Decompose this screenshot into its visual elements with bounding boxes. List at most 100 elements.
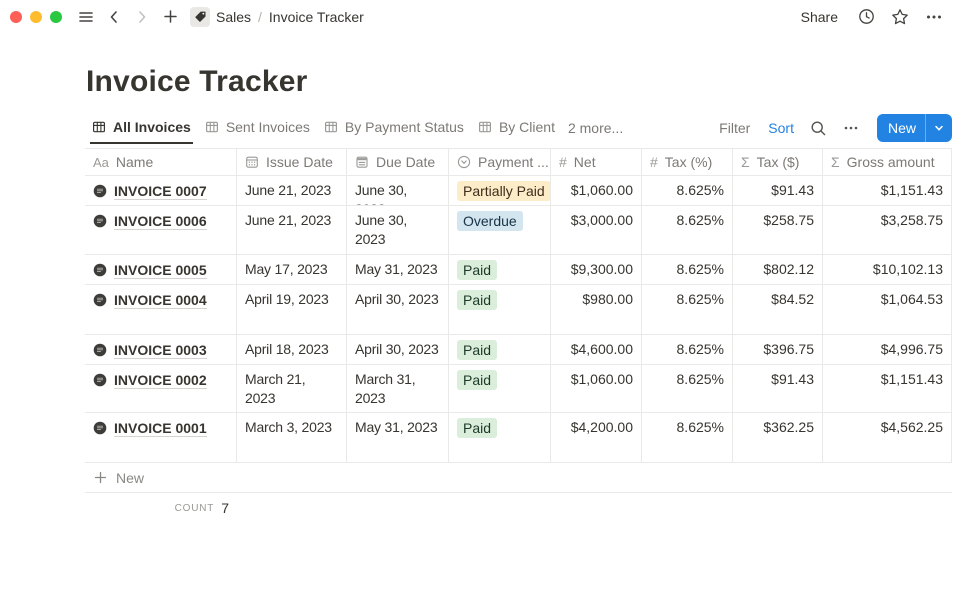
cell-tax-pct[interactable]: 8.625% bbox=[642, 285, 733, 335]
search-icon[interactable] bbox=[807, 116, 831, 140]
cell-payment-status[interactable]: Paid bbox=[449, 335, 551, 365]
column-header-tax-usd[interactable]: Σ Tax ($) bbox=[733, 149, 823, 176]
cell-due-date[interactable]: April 30, 2023 bbox=[347, 335, 449, 365]
status-chip[interactable]: Paid bbox=[457, 260, 498, 280]
cell-tax-usd[interactable]: $362.25 bbox=[733, 413, 823, 463]
filter-button[interactable]: Filter bbox=[719, 120, 751, 136]
cell-gross[interactable]: $1,151.43 bbox=[823, 176, 952, 206]
new-page-plus-icon[interactable] bbox=[158, 5, 182, 29]
cell-net[interactable]: $9,300.00 bbox=[551, 255, 642, 285]
more-options-icon[interactable] bbox=[922, 5, 946, 29]
share-button[interactable]: Share bbox=[800, 8, 838, 25]
cell-net[interactable]: $1,060.00 bbox=[551, 365, 642, 413]
invoice-page-link[interactable]: INVOICE 0001 bbox=[114, 420, 207, 437]
cell-due-date[interactable]: June 30, 2023 bbox=[347, 206, 449, 255]
column-header-issue-date[interactable]: Issue Date bbox=[237, 149, 347, 176]
cell-name[interactable]: INVOICE 0005 bbox=[85, 255, 237, 285]
cell-gross[interactable]: $1,064.53 bbox=[823, 285, 952, 335]
breadcrumb-page[interactable]: Invoice Tracker bbox=[268, 8, 364, 25]
cell-tax-usd[interactable]: $802.12 bbox=[733, 255, 823, 285]
view-tab[interactable]: Sent Invoices bbox=[198, 112, 317, 144]
cell-tax-pct[interactable]: 8.625% bbox=[642, 255, 733, 285]
column-header-payment-status[interactable]: Payment ... bbox=[449, 149, 551, 176]
cell-name[interactable]: INVOICE 0002 bbox=[85, 365, 237, 413]
cell-due-date[interactable]: June 30, 2023 bbox=[347, 176, 449, 206]
cell-tax-usd[interactable]: $91.43 bbox=[733, 365, 823, 413]
cell-tax-usd[interactable]: $396.75 bbox=[733, 335, 823, 365]
cell-due-date[interactable]: March 31, 2023 bbox=[347, 365, 449, 413]
cell-payment-status[interactable]: Paid bbox=[449, 285, 551, 335]
invoice-page-link[interactable]: INVOICE 0007 bbox=[114, 183, 207, 200]
sidebar-menu-icon[interactable] bbox=[74, 5, 98, 29]
cell-payment-status[interactable]: Paid bbox=[449, 413, 551, 463]
zoom-window-icon[interactable] bbox=[50, 10, 62, 23]
history-clock-icon[interactable] bbox=[854, 5, 878, 29]
column-header-tax-pct[interactable]: # Tax (%) bbox=[642, 149, 733, 176]
add-row-button[interactable]: New bbox=[85, 463, 952, 493]
cell-tax-pct[interactable]: 8.625% bbox=[642, 365, 733, 413]
status-chip[interactable]: Paid bbox=[457, 290, 498, 310]
cell-issue-date[interactable]: May 17, 2023 bbox=[237, 255, 347, 285]
favorite-star-icon[interactable] bbox=[888, 5, 912, 29]
cell-payment-status[interactable]: Partially Paid bbox=[449, 176, 551, 206]
column-header-gross-amount[interactable]: Σ Gross amount bbox=[823, 149, 952, 176]
cell-gross[interactable]: $10,102.13 bbox=[823, 255, 952, 285]
minimize-window-icon[interactable] bbox=[30, 10, 42, 23]
forward-chevron-icon[interactable] bbox=[130, 5, 154, 29]
cell-name[interactable]: INVOICE 0004 bbox=[85, 285, 237, 335]
cell-name[interactable]: INVOICE 0003 bbox=[85, 335, 237, 365]
cell-gross[interactable]: $3,258.75 bbox=[823, 206, 952, 255]
cell-tax-pct[interactable]: 8.625% bbox=[642, 335, 733, 365]
cell-issue-date[interactable]: March 21, 2023 bbox=[237, 365, 347, 413]
breadcrumb-section[interactable]: Sales bbox=[216, 8, 252, 25]
invoice-page-link[interactable]: INVOICE 0002 bbox=[114, 372, 207, 389]
sort-button[interactable]: Sort bbox=[768, 120, 794, 136]
invoice-page-link[interactable]: INVOICE 0003 bbox=[114, 342, 207, 359]
cell-gross[interactable]: $1,151.43 bbox=[823, 365, 952, 413]
cell-name[interactable]: INVOICE 0006 bbox=[85, 206, 237, 255]
status-chip[interactable]: Paid bbox=[457, 418, 498, 438]
more-views-button[interactable]: 2 more... bbox=[567, 120, 624, 136]
cell-due-date[interactable]: May 31, 2023 bbox=[347, 413, 449, 463]
cell-tax-pct[interactable]: 8.625% bbox=[642, 413, 733, 463]
status-chip[interactable]: Paid bbox=[457, 340, 498, 360]
column-header-name[interactable]: Aa Name bbox=[85, 149, 237, 176]
new-button-chevron-down-icon[interactable] bbox=[926, 114, 952, 142]
cell-payment-status[interactable]: Overdue bbox=[449, 206, 551, 255]
cell-gross[interactable]: $4,562.25 bbox=[823, 413, 952, 463]
invoice-page-link[interactable]: INVOICE 0005 bbox=[114, 262, 207, 279]
cell-tax-pct[interactable]: 8.625% bbox=[642, 176, 733, 206]
cell-tax-pct[interactable]: 8.625% bbox=[642, 206, 733, 255]
cell-payment-status[interactable]: Paid bbox=[449, 255, 551, 285]
status-chip[interactable]: Partially Paid bbox=[457, 181, 550, 201]
cell-issue-date[interactable]: June 21, 2023 bbox=[237, 176, 347, 206]
invoice-page-link[interactable]: INVOICE 0006 bbox=[114, 213, 207, 230]
view-tab[interactable]: By Payment Status bbox=[317, 112, 471, 144]
cell-net[interactable]: $4,200.00 bbox=[551, 413, 642, 463]
column-header-due-date[interactable]: Due Date bbox=[347, 149, 449, 176]
cell-tax-usd[interactable]: $258.75 bbox=[733, 206, 823, 255]
cell-tax-usd[interactable]: $84.52 bbox=[733, 285, 823, 335]
close-window-icon[interactable] bbox=[10, 10, 22, 23]
cell-issue-date[interactable]: April 18, 2023 bbox=[237, 335, 347, 365]
invoice-page-link[interactable]: INVOICE 0004 bbox=[114, 292, 207, 309]
cell-issue-date[interactable]: April 19, 2023 bbox=[237, 285, 347, 335]
status-chip[interactable]: Paid bbox=[457, 370, 498, 390]
cell-gross[interactable]: $4,996.75 bbox=[823, 335, 952, 365]
back-chevron-icon[interactable] bbox=[102, 5, 126, 29]
cell-net[interactable]: $980.00 bbox=[551, 285, 642, 335]
cell-net[interactable]: $3,000.00 bbox=[551, 206, 642, 255]
cell-net[interactable]: $4,600.00 bbox=[551, 335, 642, 365]
view-tab[interactable]: By Client bbox=[471, 112, 562, 144]
cell-due-date[interactable]: April 30, 2023 bbox=[347, 285, 449, 335]
cell-name[interactable]: INVOICE 0001 bbox=[85, 413, 237, 463]
cell-issue-date[interactable]: June 21, 2023 bbox=[237, 206, 347, 255]
cell-net[interactable]: $1,060.00 bbox=[551, 176, 642, 206]
view-tab[interactable]: All Invoices bbox=[85, 112, 198, 144]
table-footer-count[interactable]: COUNT 7 bbox=[85, 493, 237, 523]
status-chip[interactable]: Overdue bbox=[457, 211, 523, 231]
cell-tax-usd[interactable]: $91.43 bbox=[733, 176, 823, 206]
page-title[interactable]: Invoice Tracker bbox=[86, 65, 308, 98]
view-options-ellipsis-icon[interactable] bbox=[839, 116, 863, 140]
cell-payment-status[interactable]: Paid bbox=[449, 365, 551, 413]
